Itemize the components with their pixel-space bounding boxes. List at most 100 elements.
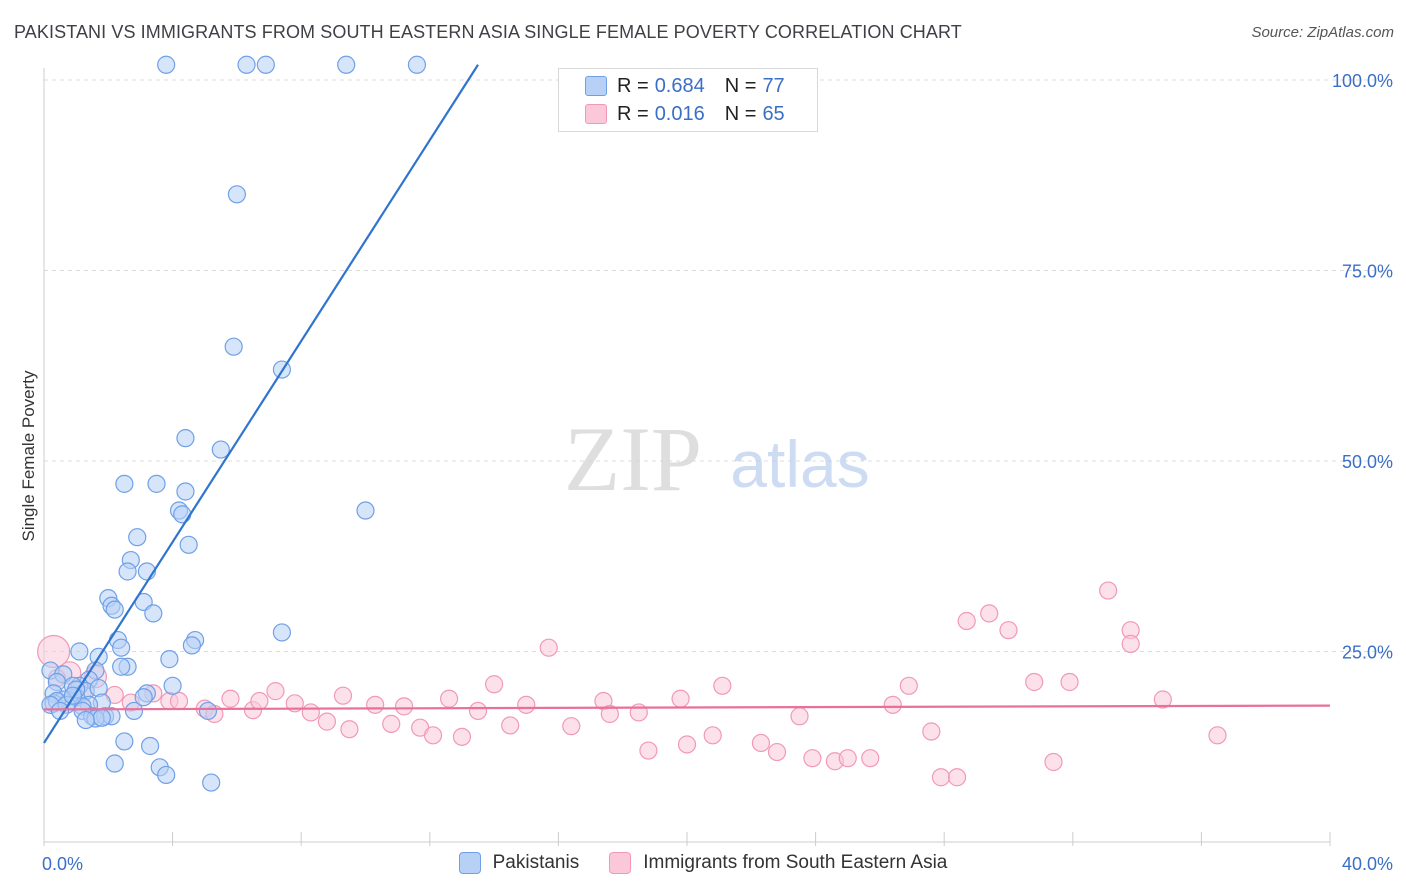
trend-line-immigrants: [43, 704, 1331, 711]
legend-n-value: 77: [762, 74, 785, 97]
point-immigrants: [340, 720, 359, 739]
point-immigrants: [861, 749, 880, 768]
point-immigrants: [485, 675, 504, 694]
point-pakistanis: [176, 482, 195, 501]
data-points: [37, 55, 1227, 792]
point-immigrants: [169, 691, 189, 711]
axes: [43, 68, 1331, 846]
y-axis-label: Single Female Poverty: [19, 370, 38, 542]
point-immigrants: [1099, 581, 1118, 600]
point-immigrants: [947, 768, 967, 787]
legend-swatch-blue: [585, 76, 607, 96]
point-pakistanis: [124, 701, 144, 721]
legend-label-immigrants: Immigrants from South Eastern Asia: [643, 852, 948, 873]
point-immigrants: [713, 676, 732, 695]
point-immigrants: [1153, 690, 1172, 709]
point-pakistanis: [198, 701, 218, 721]
tick-labels: 25.0% 50.0% 75.0% 100.0% 0.0% 40.0%: [42, 71, 1393, 874]
point-immigrants: [703, 726, 722, 745]
legend-r-label: R =: [617, 74, 649, 97]
point-pakistanis: [118, 562, 137, 581]
legend-n-label: N =: [724, 74, 757, 97]
point-immigrants: [250, 691, 269, 711]
point-pakistanis: [179, 535, 198, 554]
trend-line-pakistanis: [43, 64, 479, 744]
y-tick-label: 100.0%: [1332, 71, 1393, 91]
point-pakistanis: [356, 501, 375, 520]
point-immigrants: [366, 695, 385, 714]
point-immigrants: [1044, 752, 1063, 772]
point-immigrants: [803, 749, 822, 768]
point-pakistanis: [176, 429, 195, 448]
point-pakistanis: [134, 688, 153, 707]
point-pakistanis: [157, 55, 176, 74]
point-immigrants: [468, 701, 488, 721]
point-pakistanis: [105, 600, 124, 619]
point-immigrants: [539, 638, 558, 657]
point-immigrants: [600, 704, 619, 724]
point-immigrants: [1025, 672, 1044, 692]
point-pakistanis: [160, 650, 179, 669]
point-immigrants: [1208, 726, 1227, 745]
point-pakistanis: [112, 657, 131, 676]
point-immigrants: [317, 712, 337, 731]
point-immigrants: [922, 722, 941, 741]
point-immigrants: [931, 768, 951, 787]
legend-r-value: 0.016: [654, 102, 705, 125]
legend-swatch-pink: [585, 104, 607, 124]
source-label: Source: ZipAtlas.com: [1251, 24, 1394, 41]
point-immigrants: [999, 621, 1018, 640]
point-pakistanis: [163, 676, 182, 695]
legend-item-immigrants[interactable]: Immigrants from South Eastern Asia: [609, 852, 947, 874]
legend-n-value: 65: [762, 102, 785, 125]
point-immigrants: [333, 686, 353, 705]
legend-n-label: N =: [724, 102, 757, 125]
point-immigrants: [394, 697, 414, 716]
point-pakistanis: [337, 55, 356, 74]
legend-label-pakistanis: Pakistanis: [492, 852, 580, 873]
point-pakistanis: [237, 55, 256, 74]
correlation-legend: R = 0.684 N = 77 R = 0.016 N = 65: [558, 68, 818, 132]
trend-lines: [43, 64, 1331, 744]
point-immigrants: [439, 689, 459, 708]
point-immigrants: [423, 726, 443, 745]
point-immigrants: [221, 689, 240, 708]
point-immigrants: [501, 716, 520, 735]
point-immigrants: [677, 735, 697, 754]
point-pakistanis: [144, 604, 163, 623]
point-pakistanis: [182, 636, 201, 655]
point-immigrants: [639, 741, 658, 760]
legend-r-value: 0.684: [654, 74, 705, 97]
y-tick-label: 25.0%: [1342, 643, 1393, 663]
point-immigrants: [751, 733, 771, 753]
point-pakistanis: [115, 732, 134, 751]
legend-swatch-pink: [609, 852, 632, 874]
point-immigrants: [1121, 634, 1140, 653]
series-legend: Pakistanis Immigrants from South Eastern…: [0, 852, 1406, 874]
point-pakistanis: [92, 708, 111, 727]
legend-item-pakistanis[interactable]: Pakistanis: [458, 852, 580, 874]
y-tick-label: 75.0%: [1342, 262, 1393, 282]
point-immigrants: [382, 714, 401, 733]
watermark-zip: ZIP: [564, 408, 702, 510]
point-immigrants: [266, 682, 285, 701]
point-pakistanis: [105, 754, 124, 773]
point-pakistanis: [202, 773, 221, 792]
point-pakistanis: [70, 642, 89, 661]
point-pakistanis: [76, 710, 95, 730]
point-pakistanis: [147, 474, 166, 493]
point-pakistanis: [128, 528, 147, 547]
point-immigrants: [957, 611, 976, 631]
point-pakistanis: [256, 55, 275, 74]
x-tick-label: 40.0%: [1342, 854, 1393, 874]
point-immigrants: [671, 689, 690, 708]
point-pakistanis: [272, 623, 292, 642]
point-pakistanis: [407, 55, 427, 74]
point-immigrants: [980, 604, 999, 623]
point-immigrants: [767, 742, 787, 762]
y-tick-label: 50.0%: [1342, 452, 1393, 472]
point-immigrants: [838, 749, 857, 768]
point-immigrants: [629, 703, 648, 722]
watermark-atlas: atlas: [730, 427, 869, 501]
